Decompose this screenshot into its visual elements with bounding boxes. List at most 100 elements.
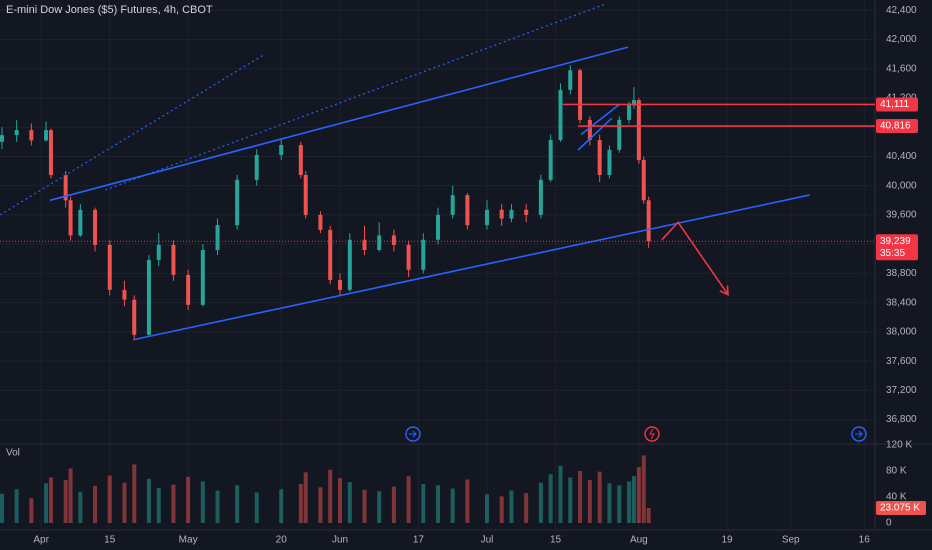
volume-bar <box>171 484 176 523</box>
x-tick-label: Jul <box>481 535 494 546</box>
candle-body <box>450 195 455 215</box>
volume-bar <box>156 487 161 523</box>
scroll-icon[interactable] <box>851 426 867 442</box>
candle-body <box>298 145 303 176</box>
volume-bar <box>465 479 470 523</box>
volume-bar <box>587 480 592 523</box>
candle-body <box>568 70 573 90</box>
candle-body <box>617 119 622 150</box>
volume-bar <box>607 483 612 523</box>
volume-tick-label: 80 K <box>886 466 907 477</box>
volume-bar <box>0 493 4 523</box>
candle-body <box>499 209 504 219</box>
candle-body <box>548 139 553 180</box>
x-tick-label: 20 <box>276 535 288 546</box>
volume-bar <box>303 472 308 523</box>
arrow <box>661 220 729 296</box>
candle-body <box>303 175 308 215</box>
volume-bar <box>538 482 543 523</box>
candle-body <box>607 149 612 176</box>
x-tick-label: Sep <box>782 535 800 546</box>
y-tick-label: 40,000 <box>886 180 917 191</box>
candle-body <box>362 239 367 251</box>
candle-body <box>646 200 651 242</box>
volume-bar <box>93 485 98 523</box>
candle-body <box>406 244 411 270</box>
candle-body <box>44 130 49 141</box>
candle-body <box>636 100 641 161</box>
volume-tick-label: 40 K <box>886 492 907 503</box>
volume-bar <box>524 493 529 523</box>
volume-bar <box>406 476 411 523</box>
y-tick-label: 42,000 <box>886 34 917 45</box>
volume-current-box <box>876 501 926 516</box>
volume-tick-label: 120 K <box>886 440 912 451</box>
volume-bar <box>421 484 426 523</box>
volume-bar <box>298 484 303 523</box>
candle-body <box>78 209 83 236</box>
volume-bar <box>338 478 343 523</box>
candle-body <box>235 179 240 226</box>
volume-bar <box>328 469 333 523</box>
volume-bar <box>568 477 573 523</box>
candle-body <box>421 239 426 270</box>
volume-bar <box>636 467 641 523</box>
candle-body <box>391 235 396 245</box>
y-tick-label: 39,600 <box>886 210 917 221</box>
candle-body <box>435 214 440 240</box>
volume-bar <box>450 488 455 523</box>
plot <box>0 3 875 523</box>
trend-line <box>0 54 264 216</box>
volume-bar <box>627 481 632 523</box>
candle-body <box>68 200 73 236</box>
candle-body <box>484 209 489 226</box>
y-tick-label: 38,800 <box>886 268 917 279</box>
grid <box>0 0 875 530</box>
y-tick-label: 38,400 <box>886 297 917 308</box>
y-tick-label: 40,400 <box>886 151 917 162</box>
volume-bar <box>200 481 205 523</box>
candle-body <box>465 195 470 226</box>
volume-bar <box>484 494 489 523</box>
volume-label: Vol <box>6 448 20 459</box>
countdown: 35:35 <box>880 248 905 259</box>
y-tick-label: 38,000 <box>886 327 917 338</box>
volume-bar <box>132 464 137 523</box>
volume-bar <box>377 491 382 523</box>
volume-bar <box>254 492 259 523</box>
candle-body <box>146 259 151 335</box>
volume-bar <box>435 485 440 523</box>
trend-line <box>49 46 629 202</box>
volume-bar <box>68 468 73 523</box>
event-icon[interactable] <box>644 426 660 442</box>
candle-body <box>347 239 352 290</box>
trend-line <box>577 117 613 151</box>
trend-line <box>580 103 620 136</box>
volume-bar <box>318 487 323 523</box>
candle-body <box>63 175 68 201</box>
candle-body <box>558 89 563 140</box>
candle-body <box>538 179 543 215</box>
volume-bar <box>146 478 151 523</box>
candle-body <box>122 289 127 300</box>
volume-bar <box>48 477 53 523</box>
volume-bar <box>186 476 191 523</box>
candle-body <box>627 105 632 120</box>
candle-body <box>107 244 112 290</box>
trend-line <box>133 194 811 341</box>
y-tick-label: 42,400 <box>886 5 917 16</box>
scroll-icon[interactable] <box>405 426 421 442</box>
volume-bar <box>122 482 127 523</box>
volume-bar <box>558 465 563 523</box>
x-tick-label: 19 <box>721 535 733 546</box>
volume-bar <box>548 474 553 523</box>
candle-body <box>254 154 259 180</box>
x-tick-label: 16 <box>859 535 871 546</box>
x-tick-label: 17 <box>413 535 425 546</box>
candle-body <box>156 244 161 260</box>
volume-bar <box>63 480 68 523</box>
volume-bar <box>78 491 83 523</box>
level-label-box <box>876 97 918 112</box>
